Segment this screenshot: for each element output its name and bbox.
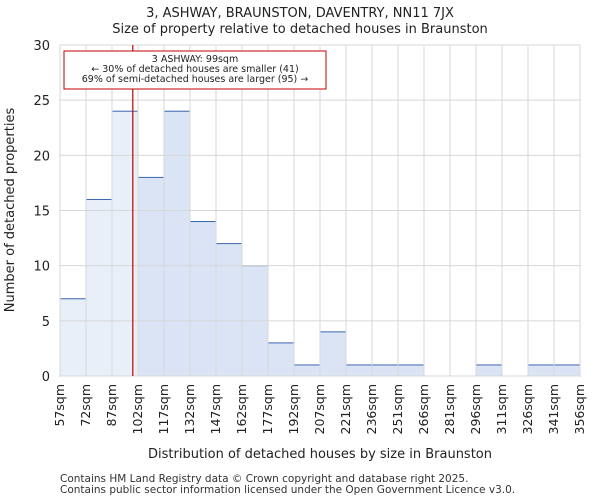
- y-tick-label-15: 15: [33, 205, 50, 220]
- footer-line-2: Contains public sector information licen…: [60, 484, 516, 496]
- bar-221sqm: [345, 364, 373, 377]
- x-tick-label-207sqm: 207sqm: [312, 384, 327, 434]
- x-tick-label-162sqm: 162sqm: [234, 384, 249, 434]
- bar-72sqm: [85, 198, 113, 377]
- y-tick-label-20: 20: [33, 149, 50, 164]
- bar-102sqm: [137, 176, 165, 377]
- y-tick-label-10: 10: [33, 260, 50, 275]
- x-tick-label-281sqm: 281sqm: [442, 384, 457, 434]
- bar-177sqm: [267, 342, 295, 377]
- x-tick-label-147sqm: 147sqm: [208, 384, 223, 434]
- bar-117sqm: [163, 110, 191, 377]
- x-axis: 57sqm 72sqm 87sqm 102sqm 117sqm 132sqm 147sqm 1…: [52, 384, 587, 434]
- x-tick-label-221sqm: 221sqm: [338, 384, 353, 434]
- bar-57sqm: [59, 298, 87, 377]
- y-tick-label-5: 5: [42, 315, 50, 330]
- x-tick-label-117sqm: 117sqm: [156, 384, 171, 434]
- x-tick-label-236sqm: 236sqm: [364, 384, 379, 434]
- annotation-line-3: 69% of semi-detached houses are larger (…: [82, 74, 309, 85]
- bar-147sqm: [215, 243, 243, 377]
- histogram-chart: 0 5 10 15 20 25 30 57sqm 72sqm 87sqm 102sqm 117sqm…: [3, 39, 587, 462]
- chart-title: 3, ASHWAY, BRAUNSTON, DAVENTRY, NN11 7JX: [146, 6, 454, 21]
- x-tick-label-102sqm: 102sqm: [130, 384, 145, 434]
- bar-341sqm: [553, 364, 581, 377]
- x-tick-label-356sqm: 356sqm: [572, 384, 587, 434]
- annotation-border: [63, 50, 327, 90]
- x-axis-label: Distribution of detached houses by size …: [148, 447, 492, 462]
- bar-251sqm: [397, 364, 425, 377]
- x-tick-label-296sqm: 296sqm: [468, 384, 483, 434]
- x-tick-label-192sqm: 192sqm: [286, 384, 301, 434]
- x-tick-label-57sqm: 57sqm: [52, 384, 67, 427]
- x-tick-label-266sqm: 266sqm: [416, 384, 431, 434]
- bar-326sqm: [527, 364, 555, 377]
- annotation-line-1: 3 ASHWAY: 99sqm: [152, 54, 238, 65]
- bar-132sqm: [189, 221, 217, 377]
- x-tick-label-326sqm: 326sqm: [520, 384, 535, 434]
- y-tick-label-0: 0: [42, 370, 50, 385]
- footer-line-1: Contains HM Land Registry data © Crown c…: [60, 473, 469, 485]
- y-axis-label: Number of detached properties: [3, 108, 18, 313]
- chart-subtitle: Size of property relative to detached ho…: [112, 22, 488, 37]
- y-tick-label-30: 30: [33, 39, 50, 54]
- annotation-box: 3 ASHWAY: 99sqm ← 30% of detached houses…: [63, 50, 327, 90]
- y-axis: 0 5 10 15 20 25 30: [33, 39, 581, 385]
- x-tick-label-311sqm: 311sqm: [494, 384, 509, 434]
- bar-296sqm: [475, 364, 503, 377]
- x-tick-label-72sqm: 72sqm: [78, 384, 93, 427]
- bar-207sqm: [319, 331, 347, 377]
- bar-87sqm: [111, 110, 139, 377]
- bar-236sqm: [371, 364, 399, 377]
- x-tick-label-177sqm: 177sqm: [260, 384, 275, 434]
- x-tick-label-87sqm: 87sqm: [104, 384, 119, 427]
- x-tick-label-132sqm: 132sqm: [182, 384, 197, 434]
- bar-192sqm: [293, 364, 321, 377]
- x-tick-label-341sqm: 341sqm: [546, 384, 561, 434]
- x-tick-label-251sqm: 251sqm: [390, 384, 405, 434]
- annotation-line-2: ← 30% of detached houses are smaller (41…: [91, 64, 298, 75]
- y-tick-label-25: 25: [33, 94, 50, 109]
